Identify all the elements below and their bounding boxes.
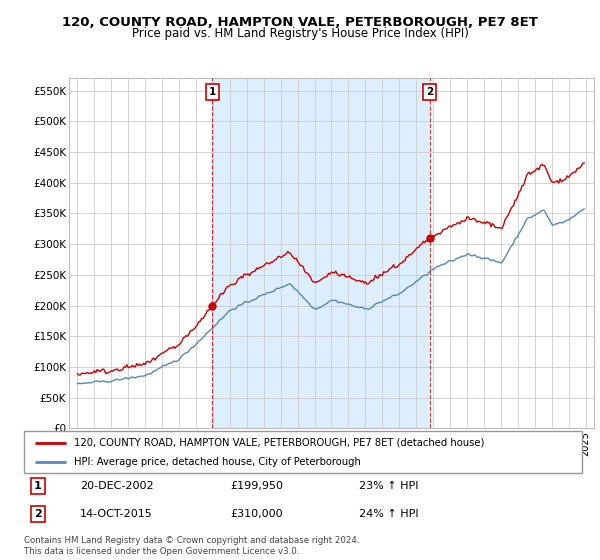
Text: 1: 1	[34, 481, 42, 491]
FancyBboxPatch shape	[24, 431, 582, 473]
Text: £310,000: £310,000	[230, 508, 283, 519]
Bar	[69, 78, 212, 428]
Bar	[212, 78, 430, 428]
Text: 120, COUNTY ROAD, HAMPTON VALE, PETERBOROUGH, PE7 8ET (detached house): 120, COUNTY ROAD, HAMPTON VALE, PETERBOR…	[74, 437, 485, 447]
Text: 24% ↑ HPI: 24% ↑ HPI	[359, 508, 418, 519]
Text: 2: 2	[34, 508, 42, 519]
Text: Price paid vs. HM Land Registry's House Price Index (HPI): Price paid vs. HM Land Registry's House …	[131, 27, 469, 40]
Text: Contains HM Land Registry data © Crown copyright and database right 2024.: Contains HM Land Registry data © Crown c…	[24, 536, 359, 545]
Text: 23% ↑ HPI: 23% ↑ HPI	[359, 481, 418, 491]
Text: 20-DEC-2002: 20-DEC-2002	[80, 481, 154, 491]
Text: HPI: Average price, detached house, City of Peterborough: HPI: Average price, detached house, City…	[74, 457, 361, 467]
Text: £199,950: £199,950	[230, 481, 283, 491]
Text: 2: 2	[426, 87, 433, 97]
Text: 1: 1	[209, 87, 216, 97]
Text: 14-OCT-2015: 14-OCT-2015	[80, 508, 152, 519]
Text: This data is licensed under the Open Government Licence v3.0.: This data is licensed under the Open Gov…	[24, 547, 299, 556]
Bar	[430, 78, 594, 428]
Text: 120, COUNTY ROAD, HAMPTON VALE, PETERBOROUGH, PE7 8ET: 120, COUNTY ROAD, HAMPTON VALE, PETERBOR…	[62, 16, 538, 29]
